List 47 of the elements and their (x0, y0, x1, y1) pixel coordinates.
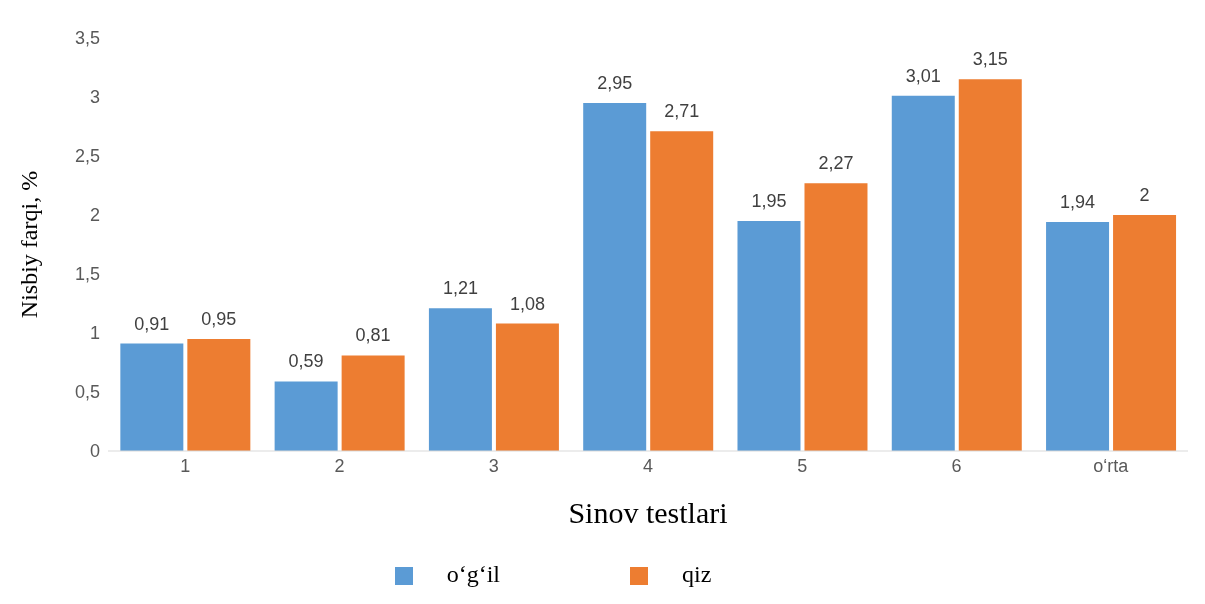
data-label: 2 (1139, 185, 1150, 205)
y-axis-title: Nisbiy farqi, % (15, 170, 42, 319)
bar (341, 355, 405, 451)
y-tick-label: 0,5 (74, 382, 100, 403)
y-tick-label: 1 (89, 323, 100, 344)
data-label: 2,71 (664, 101, 700, 122)
data-label: 2,27 (818, 153, 854, 174)
x-tick-label: 1 (180, 455, 191, 476)
x-tick-label: 5 (797, 455, 808, 476)
bar (1046, 222, 1110, 451)
data-label: 0,95 (201, 308, 237, 329)
bar (737, 220, 801, 451)
legend-label: qiz (682, 561, 712, 587)
data-label: 1,95 (751, 190, 787, 211)
data-label: 1,21 (442, 278, 478, 299)
x-tick-label: o‘rta (1093, 455, 1130, 476)
data-label: 3,01 (905, 65, 941, 86)
legend-label: o‘g‘il (446, 561, 500, 587)
x-tick-label: 3 (488, 455, 499, 476)
data-label: 0,59 (288, 351, 324, 372)
x-tick-label: 6 (951, 455, 962, 476)
data-label: 1,94 (1060, 192, 1096, 213)
y-tick-label: 1,5 (74, 264, 100, 285)
y-tick-label: 2,5 (74, 146, 100, 167)
bar (428, 308, 492, 451)
bar (187, 338, 251, 451)
bar (274, 381, 338, 451)
bar (804, 183, 868, 451)
bar (1113, 215, 1177, 451)
data-label: 0,91 (134, 313, 170, 334)
y-tick-label: 2 (89, 205, 100, 226)
bar (120, 343, 184, 451)
bar (650, 131, 714, 451)
y-tick-label: 3,5 (74, 28, 100, 49)
data-label: 3,15 (972, 49, 1008, 70)
data-label: 0,81 (355, 325, 391, 346)
y-tick-label: 0 (89, 441, 100, 462)
bar (958, 79, 1022, 451)
bar (891, 95, 955, 451)
x-axis-title: Sinov testlari (568, 496, 728, 529)
y-tick-label: 3 (89, 87, 100, 108)
bar (583, 102, 647, 451)
bar (495, 323, 559, 451)
data-label: 1,08 (509, 293, 545, 314)
x-tick-label: 2 (334, 455, 345, 476)
x-tick-label: 4 (642, 455, 654, 476)
data-label: 2,95 (597, 72, 633, 93)
